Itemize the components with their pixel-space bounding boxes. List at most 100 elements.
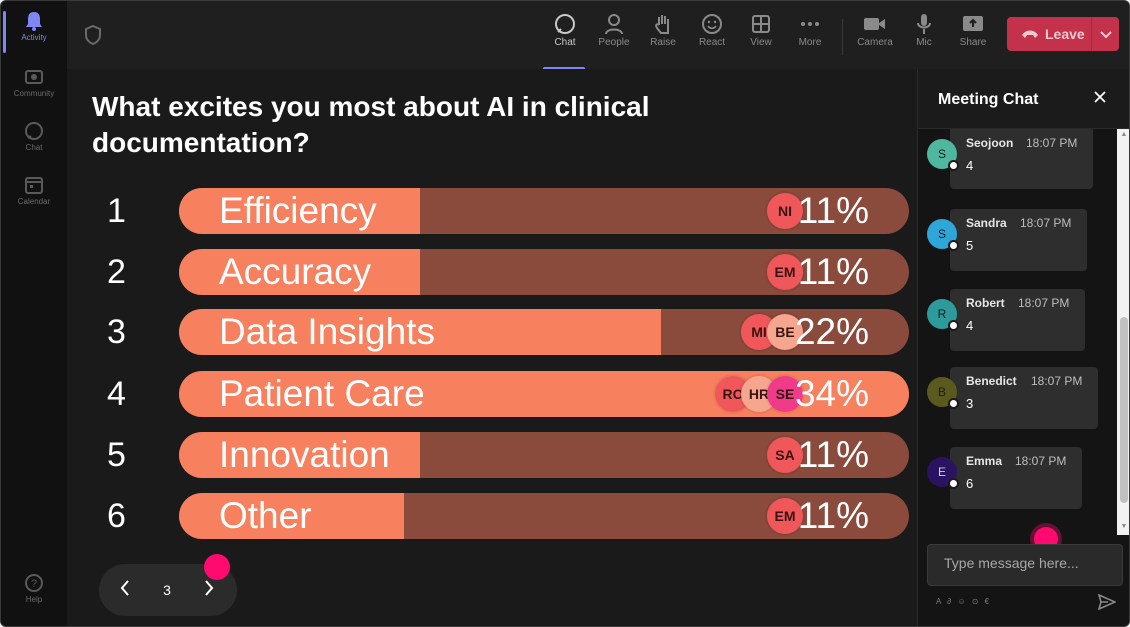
react-button-label: React (698, 37, 726, 48)
format-icon[interactable]: A (936, 597, 943, 606)
chat-message: E Emma 18:07 PM 6 (926, 447, 1116, 517)
help-icon: ? (24, 573, 44, 593)
message-bubble (950, 367, 1098, 429)
chevron-left-icon (120, 579, 130, 601)
click-indicator (204, 554, 230, 580)
presence-dot (948, 240, 959, 251)
option-bar: Patient Care SE HR RO 34% (179, 371, 909, 417)
camera-button[interactable]: Camera (853, 11, 897, 63)
message-time: 18:07 PM (1026, 136, 1078, 150)
hand-icon (651, 11, 675, 37)
react-button[interactable]: React (690, 11, 734, 63)
voter-avatars: SA (767, 437, 803, 473)
view-button[interactable]: View (739, 11, 783, 63)
sender-name: Benedict (966, 374, 1017, 388)
sender-name: Seojoon (966, 136, 1014, 150)
option-bar: Innovation SA 11% (179, 432, 909, 478)
raise-button-label: Raise (650, 37, 676, 48)
calendar-icon (24, 175, 44, 195)
option-number: 6 (107, 497, 126, 535)
presence-dot (948, 478, 959, 489)
chat-message: R Robert 18:07 PM 4 (926, 289, 1116, 359)
chat-button[interactable]: Chat (543, 11, 587, 70)
close-chat-button[interactable] (1090, 89, 1110, 109)
send-icon (1097, 593, 1117, 615)
voter-avatar: SA (767, 437, 803, 473)
share-button[interactable]: Share (951, 11, 995, 63)
message-text: 6 (966, 476, 974, 491)
grid-icon (749, 11, 773, 37)
message-text: 3 (966, 396, 974, 411)
rail-item-calendar[interactable]: Calendar (1, 175, 67, 206)
option-percentage: 11% (797, 190, 869, 231)
option-percentage: 11% (797, 434, 869, 475)
mic-button-label: Mic (916, 37, 932, 48)
mic-button[interactable]: Mic (902, 11, 946, 63)
presence-dot (948, 160, 959, 171)
message-text: 4 (966, 158, 974, 173)
rail-item-help[interactable]: ? Help (1, 573, 67, 604)
option-bar: Other EM 11% (179, 493, 909, 539)
chat-icon (24, 121, 44, 141)
shield-icon (84, 24, 102, 50)
scroll-up-arrow-icon[interactable]: ▲ (1120, 131, 1128, 138)
rail-label: Calendar (17, 197, 51, 206)
sender-name: Robert (966, 296, 1005, 310)
leave-options-button[interactable] (1091, 17, 1119, 51)
voter-avatar: NI (767, 193, 803, 229)
rail-item-community[interactable]: Community (1, 67, 67, 98)
microphone-icon (912, 11, 936, 37)
chevron-right-icon (204, 579, 214, 601)
leave-button[interactable]: Leave (1007, 17, 1119, 51)
meeting-chat-panel: Meeting Chat S Seojoon 18:07 PM 4 (917, 69, 1129, 626)
close-icon (1094, 90, 1106, 108)
option-label: Other (219, 495, 312, 536)
option-bar-fill (179, 493, 404, 539)
send-button[interactable] (1096, 593, 1118, 615)
camera-button-label: Camera (857, 37, 893, 48)
chat-message: S Sandra 18:07 PM 5 (926, 209, 1116, 279)
people-button[interactable]: People (592, 11, 636, 63)
raise-hand-button[interactable]: Raise (641, 11, 685, 63)
sticker-icon[interactable]: € (984, 597, 992, 606)
gif-icon[interactable]: ⊙ (971, 597, 981, 606)
rail-label: Community (13, 89, 55, 98)
meeting-toolbar: Chat People Raise React View (67, 1, 1129, 70)
chat-message-input[interactable]: Type message here... (927, 544, 1123, 586)
chat-scrollbar[interactable]: ▲ ▼ (1117, 129, 1129, 535)
phone-hangup-icon (1021, 26, 1039, 42)
message-bubble (950, 289, 1085, 351)
next-page-button[interactable] (197, 578, 221, 602)
scroll-down-arrow-icon[interactable]: ▼ (1120, 523, 1128, 530)
more-button[interactable]: More (788, 11, 832, 63)
message-time: 18:07 PM (1018, 296, 1070, 310)
voter-avatar: BE (767, 314, 803, 350)
option-bar-fill (179, 432, 420, 478)
previous-page-button[interactable] (113, 578, 137, 602)
poll-option-row: 2 Accuracy EM 11% (67, 249, 917, 295)
option-bar-fill (179, 309, 661, 355)
sender-name: Sandra (966, 216, 1007, 230)
poll-results-panel: What excites you most about AI in clinic… (67, 69, 917, 626)
chat-header: Meeting Chat (918, 69, 1129, 129)
share-screen-icon (961, 11, 985, 37)
rail-item-chat[interactable]: Chat (1, 121, 67, 152)
attach-icon[interactable]: ∂ (947, 597, 954, 606)
format-tools[interactable]: A ∂ ☺ ⊙ € (936, 597, 991, 606)
poll-option-row: 3 Data Insights BE MI 22% (67, 309, 917, 355)
poll-option-row: 1 Efficiency NI 11% (67, 188, 917, 234)
message-bubble (950, 129, 1093, 189)
avatar: E (927, 457, 959, 489)
voter-avatars: BE MI (741, 314, 803, 350)
emoji-icon[interactable]: ☺ (957, 597, 968, 606)
option-percentage: 34% (794, 373, 869, 414)
app-rail: Activity Community Chat Calendar ? Help (1, 1, 67, 626)
message-bubble (950, 209, 1087, 271)
rail-item-activity[interactable]: Activity (1, 11, 67, 53)
option-percentage: 11% (797, 251, 869, 292)
svg-text:?: ? (31, 578, 37, 590)
option-percentage: 11% (797, 495, 869, 536)
camera-icon (863, 11, 887, 37)
scrollbar-thumb[interactable] (1120, 317, 1128, 503)
voter-avatar: EM (767, 254, 803, 290)
